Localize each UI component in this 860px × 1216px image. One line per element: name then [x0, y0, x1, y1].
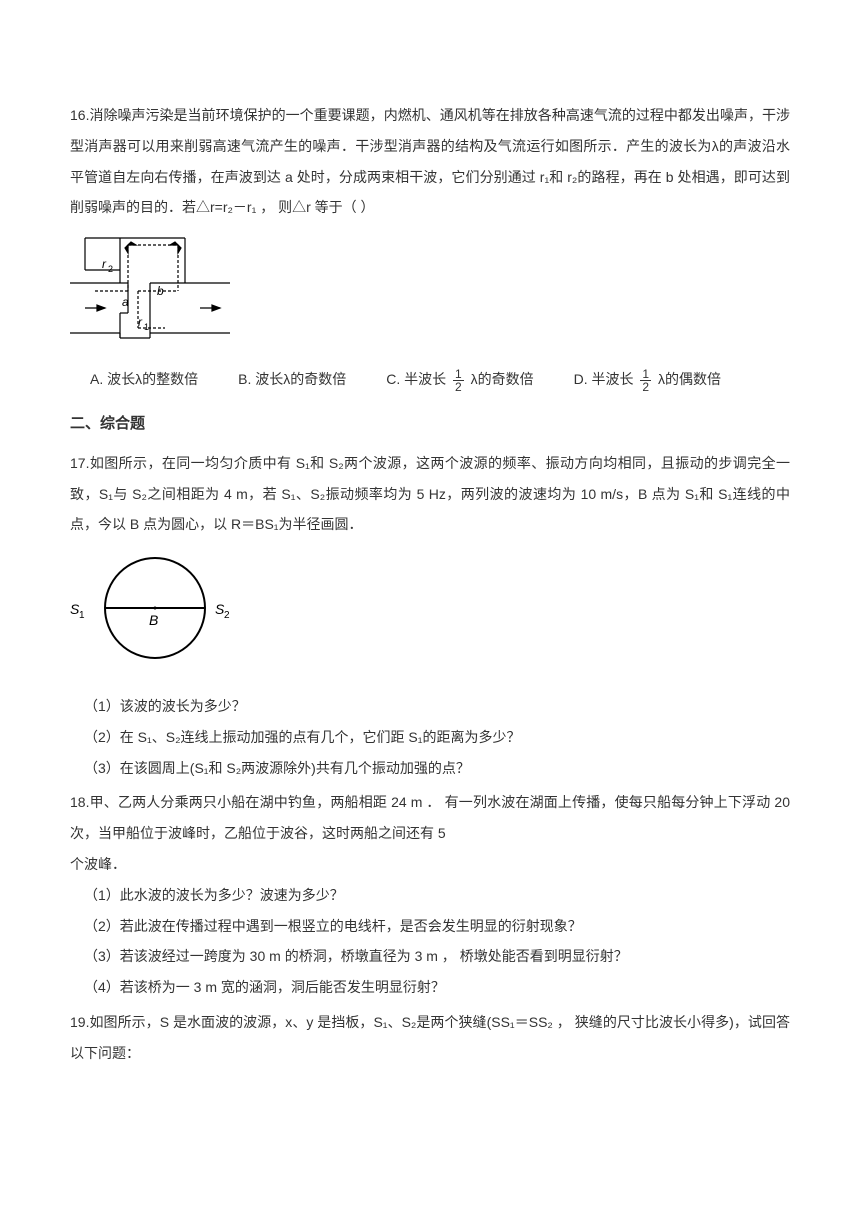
q16-text: 16.消除噪声污染是当前环境保护的一个重要课题，内燃机、通风机等在排放各种高速气… [70, 100, 790, 223]
q19-text: 19.如图所示，S 是水面波的波源，x、y 是挡板，S₁、S₂是两个狭缝(SS₁… [70, 1007, 790, 1069]
q18-text: 18.甲、乙两人分乘两只小船在湖中钓鱼，两船相距 24 m ． 有一列水波在湖面… [70, 787, 790, 849]
svg-text:B: B [149, 612, 158, 628]
question-17: 17.如图所示，在同一均匀介质中有 S₁和 S₂两个波源，这两个波源的频率、振动… [70, 448, 790, 784]
section-2-title: 二、综合题 [70, 407, 790, 440]
question-18: 18.甲、乙两人分乘两只小船在湖中钓鱼，两船相距 24 m ． 有一列水波在湖面… [70, 787, 790, 1003]
q18-text2: 个波峰． [70, 849, 790, 880]
question-19: 19.如图所示，S 是水面波的波源，x、y 是挡板，S₁、S₂是两个狭缝(SS₁… [70, 1007, 790, 1069]
svg-text:1: 1 [79, 610, 85, 621]
svg-text:a: a [122, 295, 129, 309]
option-b: B. 波长λ的奇数倍 [238, 364, 346, 395]
q16-diagram: r 2 a b r 1 [70, 233, 790, 354]
q18-sub1: （1）此水波的波长为多少？波速为多少？ [84, 880, 790, 911]
q17-sub3: （3）在该圆周上(S₁和 S₂两波源除外)共有几个振动加强的点？ [84, 753, 790, 784]
question-16: 16.消除噪声污染是当前环境保护的一个重要课题，内燃机、通风机等在排放各种高速气… [70, 100, 790, 395]
q18-sub4: （4）若该桥为一 3 m 宽的涵洞，洞后能否发生明显衍射？ [84, 972, 790, 1003]
svg-text:2: 2 [108, 264, 113, 274]
option-d: D. 半波长 12 λ的偶数倍 [574, 364, 721, 395]
option-c: C. 半波长 12 λ的奇数倍 [386, 364, 533, 395]
q17-sub2: （2）在 S₁、S₂连线上振动加强的点有几个，它们距 S₁的距离为多少？ [84, 722, 790, 753]
q17-sub1: （1）该波的波长为多少？ [84, 691, 790, 722]
svg-text:r: r [102, 257, 107, 271]
svg-text:b: b [157, 284, 164, 298]
option-a: A. 波长λ的整数倍 [90, 364, 198, 395]
fraction-half: 12 [453, 368, 464, 393]
q17-diagram: S 1 S 2 B [70, 550, 790, 681]
svg-text:1: 1 [144, 322, 149, 332]
q16-options: A. 波长λ的整数倍 B. 波长λ的奇数倍 C. 半波长 12 λ的奇数倍 D.… [90, 364, 790, 395]
q17-text: 17.如图所示，在同一均匀介质中有 S₁和 S₂两个波源，这两个波源的频率、振动… [70, 448, 790, 540]
svg-text:r: r [138, 315, 143, 329]
fraction-half: 12 [640, 368, 651, 393]
q18-sub3: （3）若该波经过一跨度为 30 m 的桥洞，桥墩直径为 3 m ， 桥墩处能否看… [84, 941, 790, 972]
q18-sub2: （2）若此波在传播过程中遇到一根竖立的电线杆，是否会发生明显的衍射现象？ [84, 911, 790, 942]
svg-text:2: 2 [224, 610, 230, 621]
